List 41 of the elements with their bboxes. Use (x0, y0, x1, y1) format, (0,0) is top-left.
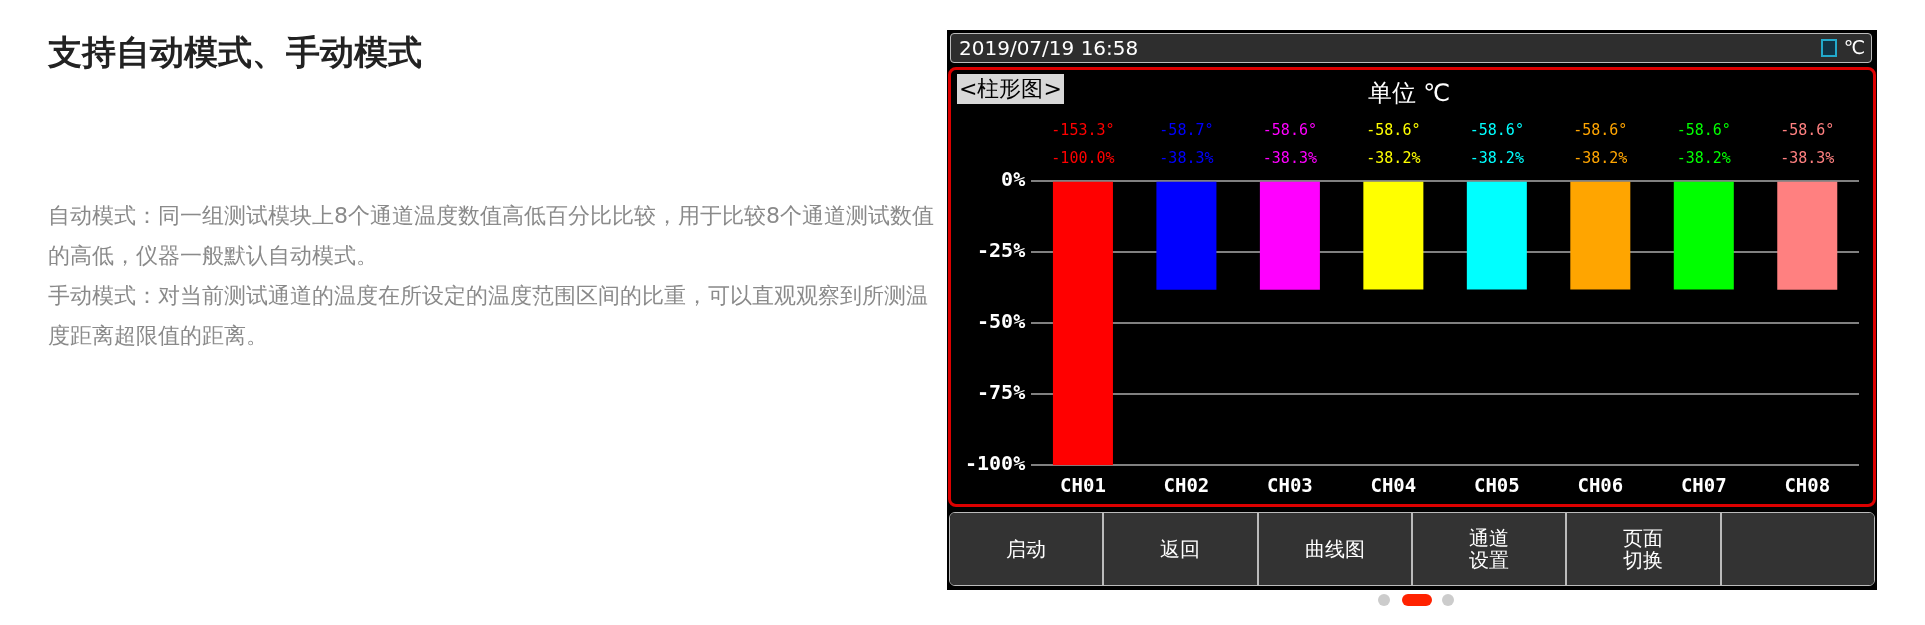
text: -58.6° (1573, 120, 1628, 139)
y-tick-label: -50% (977, 309, 1026, 334)
x-tick-label: CH05 (1473, 473, 1520, 496)
data-label: -38.2% (1469, 148, 1524, 167)
data-label: -38.3% (1780, 148, 1835, 167)
x-tick-label: CH07 (1680, 473, 1727, 496)
y-tick-label: 0% (1001, 167, 1026, 191)
text: -58.6° (1469, 120, 1524, 139)
data-label: -38.2% (1676, 148, 1731, 167)
text: 支持自动模式、手动模式 (48, 31, 422, 74)
text: -58.6° (1262, 120, 1317, 139)
text: 曲线图 (1304, 537, 1365, 561)
x-tick-label: CH06 (1577, 473, 1624, 496)
x-tick-label: CH04 (1370, 473, 1417, 496)
text: 2019/07/19 16:58 (959, 36, 1139, 60)
data-label: -38.2% (1573, 148, 1628, 167)
text: -153.3° (1051, 120, 1115, 139)
text: 返回 (1160, 537, 1201, 561)
y-tick-label: -100% (964, 451, 1026, 476)
x-tick-label: CH08 (1784, 473, 1831, 496)
text: -58.6° (1780, 120, 1835, 139)
text: ℃ (1843, 36, 1865, 58)
text: -58.6° (1366, 120, 1421, 139)
data-label: -38.3% (1262, 148, 1317, 167)
x-tick-label: CH02 (1163, 473, 1210, 496)
chart-subtitle: 单位 ℃ (1367, 78, 1451, 107)
data-label: -38.3% (1159, 148, 1214, 167)
x-tick-label: CH01 (1060, 473, 1106, 496)
text: 启动 (1006, 537, 1047, 561)
text: 通道设置 (1468, 526, 1511, 572)
y-tick-label: -25% (977, 238, 1026, 263)
data-label: -100.0% (1051, 148, 1115, 167)
text: -58.6° (1676, 120, 1731, 139)
text: -58.7° (1159, 120, 1214, 139)
y-tick-label: -75% (977, 380, 1026, 405)
data-label: -38.2% (1366, 148, 1421, 167)
text: <柱形图> (957, 74, 1064, 104)
text: 页面切换 (1622, 526, 1665, 572)
text: 手动模式：对当前测试通道的温度在所设定的温度范围区间的比重，可以直观观察到所测温度距离超限值的距离。 (48, 282, 929, 350)
x-tick-label: CH03 (1267, 473, 1313, 496)
text: 自动模式：同一组测试模块上8个通道温度数值高低百分比比较，用于比较8个通道测试数值的高低，仪器一般默认自动模式。 (48, 202, 935, 270)
